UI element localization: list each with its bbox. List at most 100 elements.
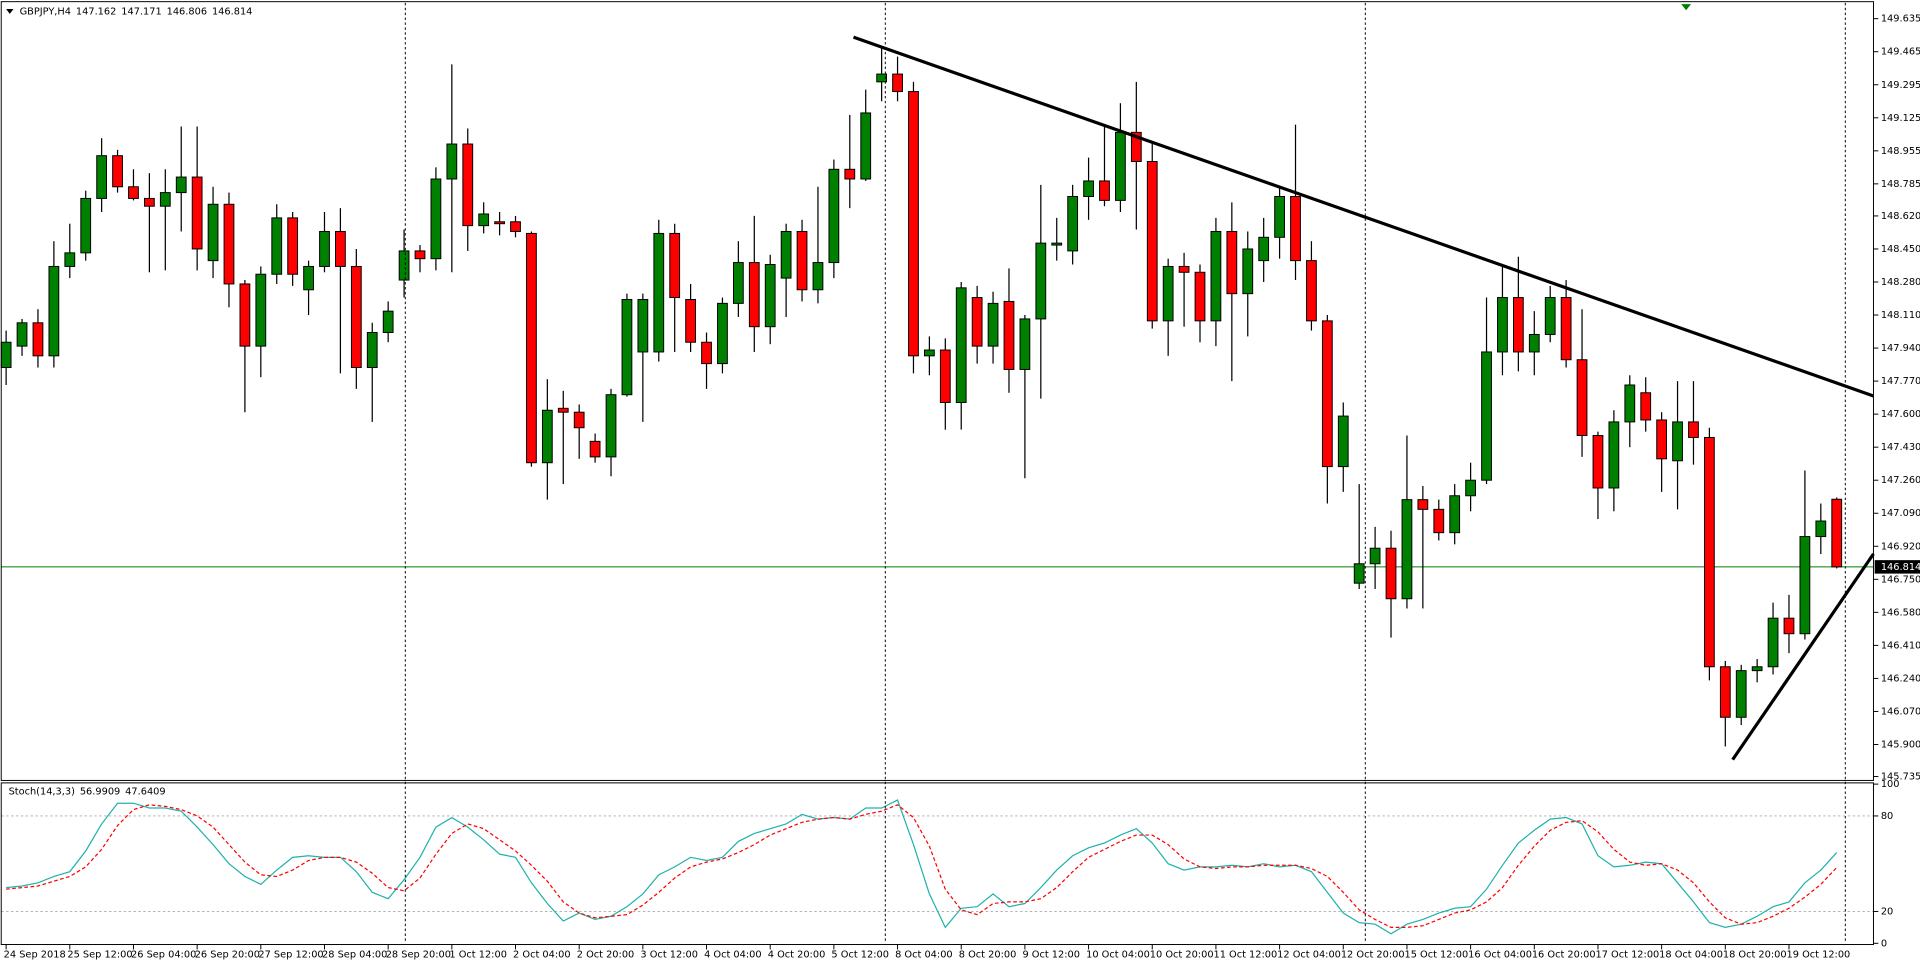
candle-body	[1688, 421, 1699, 438]
x-tick-label: 25 Sep 12:00	[67, 949, 132, 960]
y-tick-label: 147.940	[1881, 343, 1920, 354]
x-tick-label: 16 Oct 04:00	[1468, 949, 1532, 960]
candle-body	[1704, 436, 1715, 668]
y-tick-label: 148.280	[1881, 277, 1920, 288]
y-tick-label: 147.430	[1881, 442, 1920, 453]
candle-body	[939, 349, 951, 403]
x-tick-label: 5 Oct 12:00	[831, 949, 889, 960]
candle-body	[621, 298, 633, 396]
candle-body	[430, 178, 442, 260]
candle-body	[1019, 318, 1031, 370]
candle-body	[446, 143, 458, 180]
candle-body	[1162, 265, 1174, 322]
candle-body	[589, 440, 601, 458]
candle-body	[876, 73, 888, 83]
y-tick-label: 149.125	[1881, 113, 1920, 124]
candle-body	[1099, 180, 1110, 201]
indicator-frame	[0, 782, 1874, 946]
candle-body	[1353, 563, 1365, 584]
candle-body	[303, 265, 314, 291]
x-tick-label: 12 Oct 20:00	[1341, 949, 1405, 960]
candle-body	[637, 298, 649, 353]
x-tick-label: 2 Oct 04:00	[513, 949, 571, 960]
candle-body	[128, 186, 139, 199]
open: 147.162	[76, 6, 116, 17]
y-tick-label: 148.620	[1881, 211, 1920, 222]
menu-arrow	[6, 9, 14, 14]
candle-body	[860, 112, 872, 180]
candle-body	[732, 262, 744, 304]
y-tick-label: 146.580	[1881, 607, 1920, 618]
y-tick-label: 148.110	[1881, 310, 1920, 321]
candle-body	[1226, 230, 1238, 295]
candle-body	[398, 250, 410, 281]
candle-body	[1640, 392, 1652, 421]
y-tick-label: 146.920	[1881, 541, 1920, 552]
candle-body	[414, 250, 426, 260]
x-tick-label: 9 Oct 12:00	[1022, 949, 1080, 960]
x-tick-label: 1 Oct 12:00	[449, 949, 507, 960]
x-tick-label: 27 Sep 12:00	[258, 949, 323, 960]
x-tick-label: 16 Oct 20:00	[1532, 949, 1596, 960]
candle-body	[366, 332, 378, 368]
candle-body	[1783, 617, 1795, 635]
candle-body	[1258, 236, 1270, 262]
x-tick-label: 26 Sep 20:00	[195, 949, 260, 960]
indicator-header: Stoch(14,3,3) 56.9909 47.6409	[9, 786, 166, 797]
candle-body	[1385, 547, 1397, 600]
close: 146.814	[212, 6, 252, 17]
candle-body	[685, 298, 696, 343]
candle-body	[510, 221, 521, 232]
candle-body	[1242, 248, 1254, 295]
candle-body	[1592, 435, 1604, 489]
candle-body	[717, 302, 728, 365]
y-tick-label: 149.635	[1881, 14, 1920, 25]
candle-body	[175, 176, 187, 194]
x-tick-label: 28 Sep 04:00	[322, 949, 387, 960]
candle-body	[971, 297, 983, 347]
x-tick-label: 24 Sep 2018	[4, 949, 66, 960]
x-tick-label: 4 Oct 04:00	[704, 949, 762, 960]
candle-body	[653, 232, 665, 353]
x-tick-label: 17 Oct 12:00	[1596, 949, 1660, 960]
candle-body	[828, 168, 840, 264]
symbol: GBPJPY,H4	[20, 6, 71, 17]
candle-body	[1767, 617, 1779, 668]
candle-body	[1719, 666, 1731, 718]
y-tick-label: 147.090	[1881, 508, 1920, 519]
candle-body	[812, 262, 824, 291]
trend-line	[1731, 553, 1875, 761]
candle-body	[191, 176, 203, 250]
candle-body	[239, 283, 251, 347]
x-tick-label: 8 Oct 04:00	[895, 949, 953, 960]
candle-body	[1831, 498, 1843, 568]
candle-body	[1194, 271, 1206, 322]
low: 146.806	[167, 6, 207, 17]
candle-body	[557, 407, 569, 413]
candle-body	[478, 213, 490, 227]
candle-body	[780, 230, 792, 279]
candle-body	[494, 221, 505, 225]
candle-body	[1321, 320, 1333, 468]
candle-body	[764, 264, 776, 328]
candle-body	[541, 409, 553, 464]
price-label: 146.814	[1881, 562, 1920, 573]
candle-body	[1481, 351, 1492, 481]
marker	[1681, 4, 1692, 11]
high: 147.171	[121, 6, 161, 17]
candle-body	[32, 322, 44, 357]
candle-body	[748, 262, 760, 328]
candle-body	[1751, 666, 1763, 672]
candle-body	[1512, 297, 1524, 353]
candle-body	[701, 341, 712, 365]
y-tick-label: 148.955	[1881, 146, 1920, 157]
candle-body	[96, 155, 108, 199]
price-label-box	[1874, 560, 1920, 574]
y-tick-label: 147.600	[1881, 409, 1920, 420]
candle-body	[1274, 196, 1285, 238]
candle-body	[271, 217, 283, 275]
stochastic-panel	[1, 799, 1874, 935]
x-tick-label: 26 Sep 04:00	[131, 949, 196, 960]
